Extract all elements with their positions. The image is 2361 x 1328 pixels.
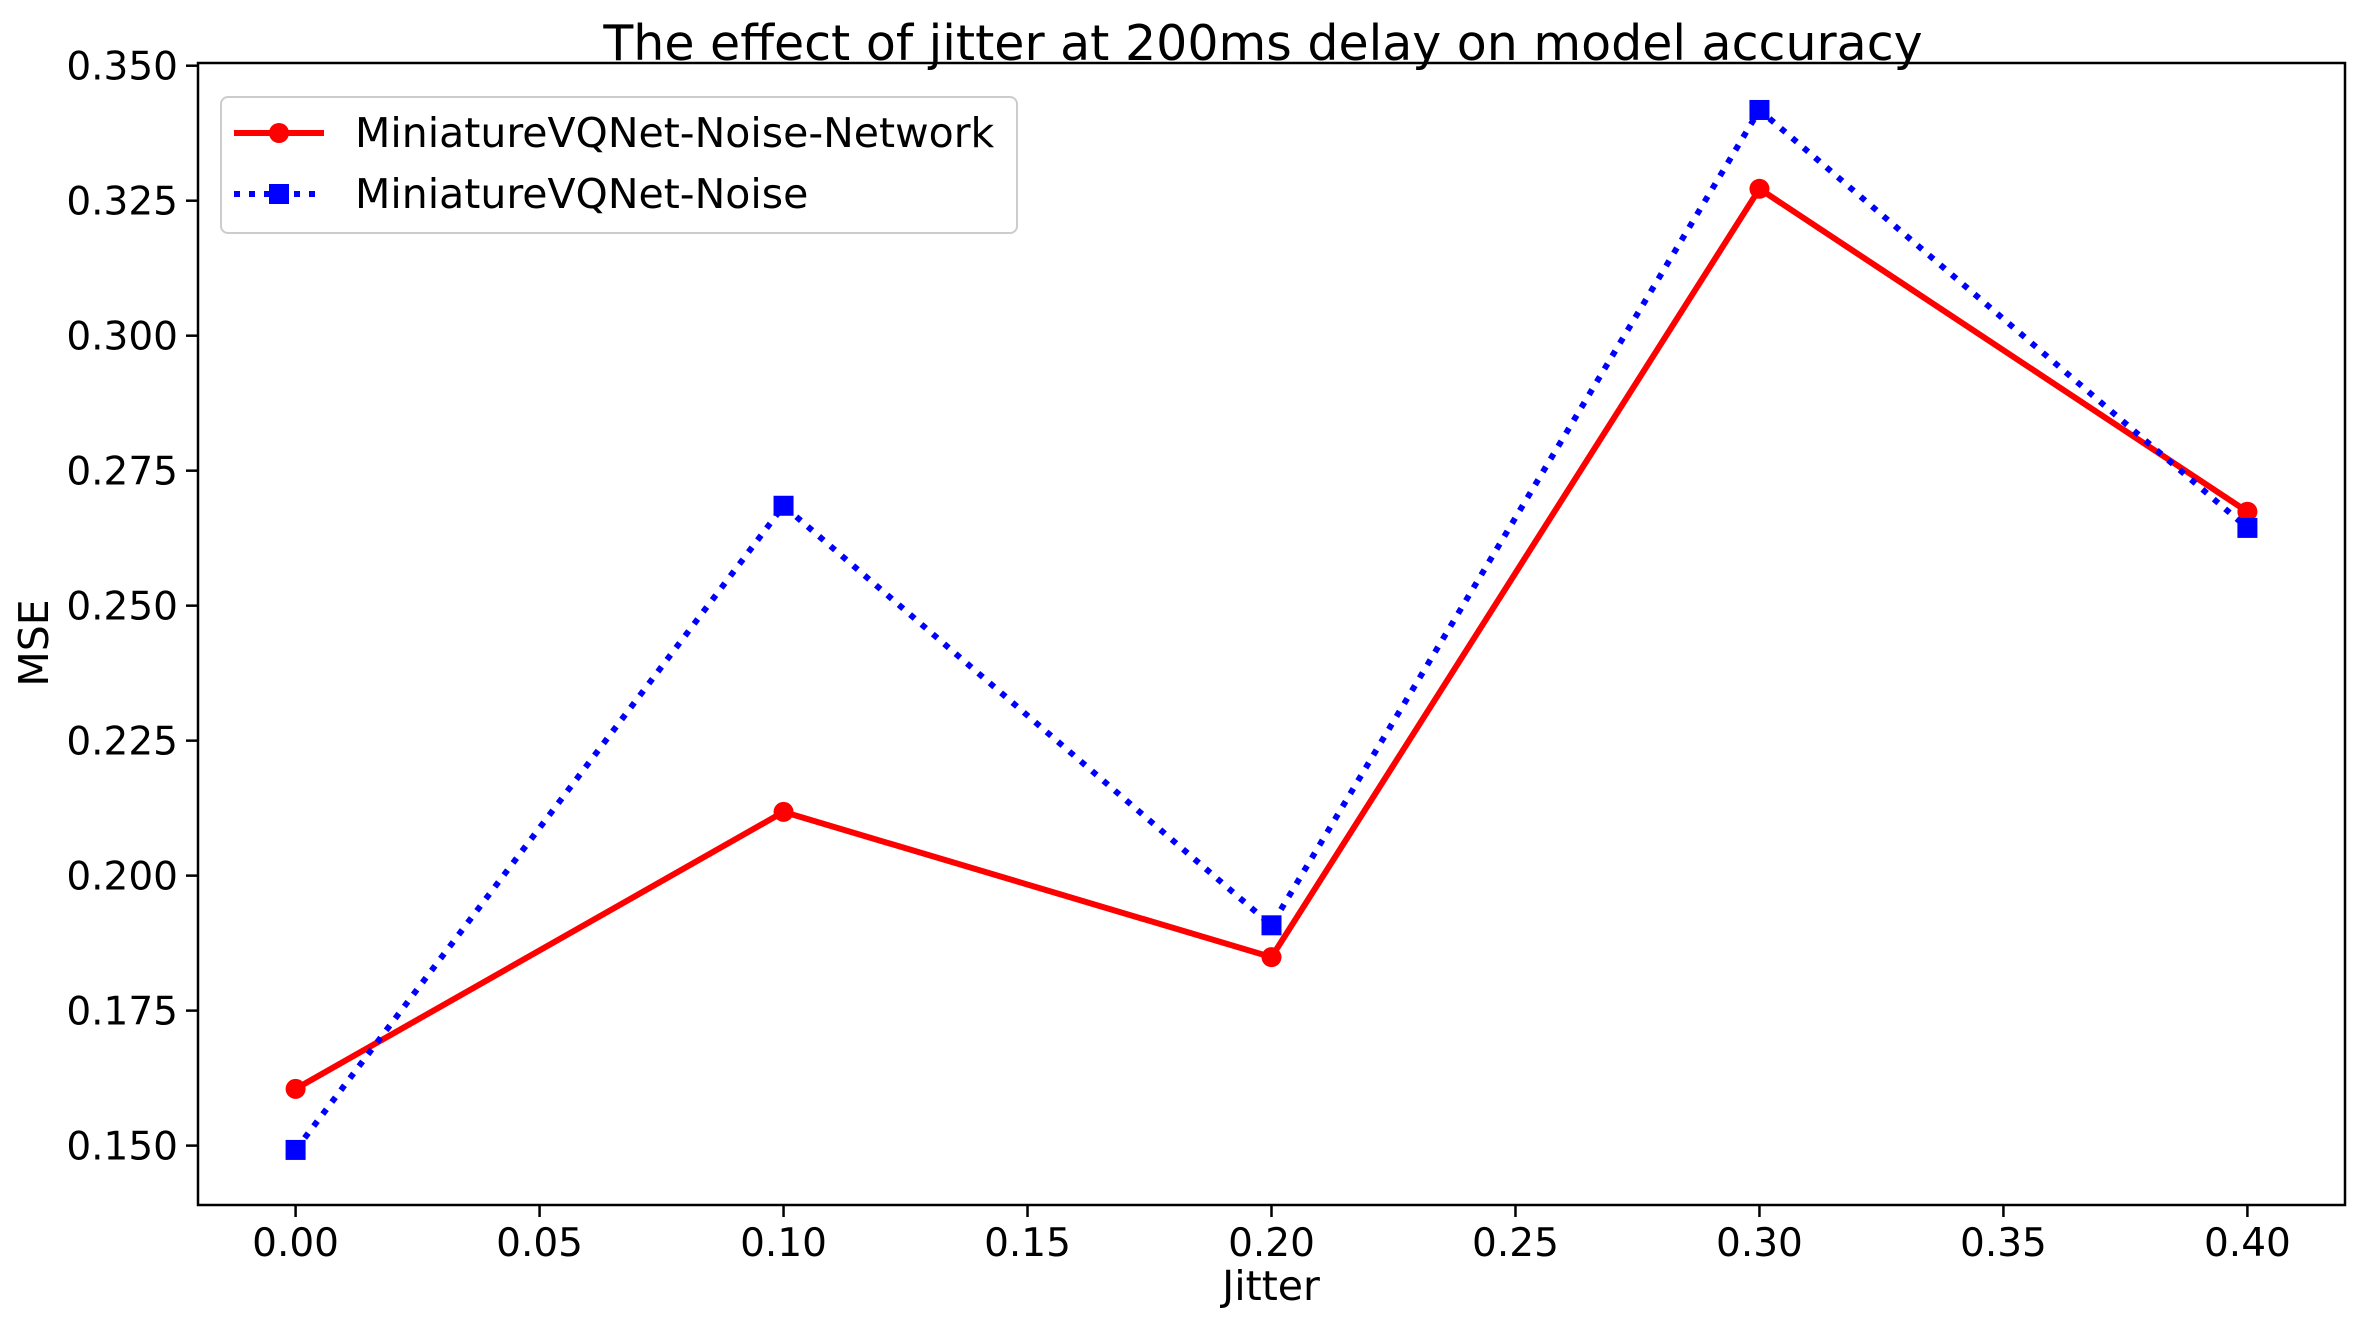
x-tick-label: 0.30 — [1716, 1221, 1803, 1266]
legend: MiniatureVQNet-Noise-Network MiniatureVQ… — [220, 96, 1018, 234]
data-point-square — [773, 495, 794, 516]
y-tick-label: 0.300 — [66, 315, 178, 360]
y-tick-label: 0.200 — [66, 855, 178, 900]
legend-label-noise: MiniatureVQNet-Noise — [355, 170, 808, 218]
y-tick-label: 0.225 — [66, 720, 178, 765]
legend-marker-circle — [269, 123, 289, 143]
series-layer — [285, 99, 2258, 1160]
axis-ticks: 0.00 0.05 0.10 0.15 0.20 0.25 0.30 0.35 0.40 0.15… — [66, 45, 2290, 1266]
data-point-circle — [1261, 947, 1282, 968]
data-point-circle — [2237, 501, 2258, 522]
data-point-square — [1261, 915, 1282, 936]
legend-marker-square — [269, 184, 289, 204]
x-tick-label: 0.35 — [1960, 1221, 2047, 1266]
x-tick-label: 0.00 — [252, 1221, 339, 1266]
data-point-circle — [773, 801, 794, 822]
data-point-square — [285, 1139, 306, 1160]
legend-label-noise-network: MiniatureVQNet-Noise-Network — [355, 109, 995, 157]
y-tick-label: 0.350 — [66, 45, 178, 90]
plot-area-frame — [196, 61, 2347, 1207]
data-point-square — [2237, 517, 2258, 538]
y-tick-label: 0.175 — [66, 990, 178, 1035]
legend-frame — [220, 96, 1018, 234]
data-point-circle — [1749, 178, 1770, 199]
y-tick-label: 0.275 — [66, 450, 178, 495]
data-point-circle — [285, 1078, 306, 1099]
y-tick-label: 0.250 — [66, 585, 178, 630]
x-tick-label: 0.05 — [496, 1221, 583, 1266]
x-tick-label: 0.20 — [1228, 1221, 1315, 1266]
data-point-square — [1749, 99, 1770, 120]
x-tick-label: 0.40 — [2204, 1221, 2291, 1266]
x-tick-label: 0.10 — [740, 1221, 827, 1266]
x-axis-label: Jitter — [1219, 1262, 1320, 1310]
y-tick-label: 0.150 — [66, 1125, 178, 1170]
y-tick-label: 0.325 — [66, 180, 178, 225]
series-line-1 — [293, 106, 2250, 1152]
x-tick-label: 0.15 — [984, 1221, 1071, 1266]
y-axis-label: MSE — [10, 599, 58, 686]
x-tick-label: 0.25 — [1472, 1221, 1559, 1266]
